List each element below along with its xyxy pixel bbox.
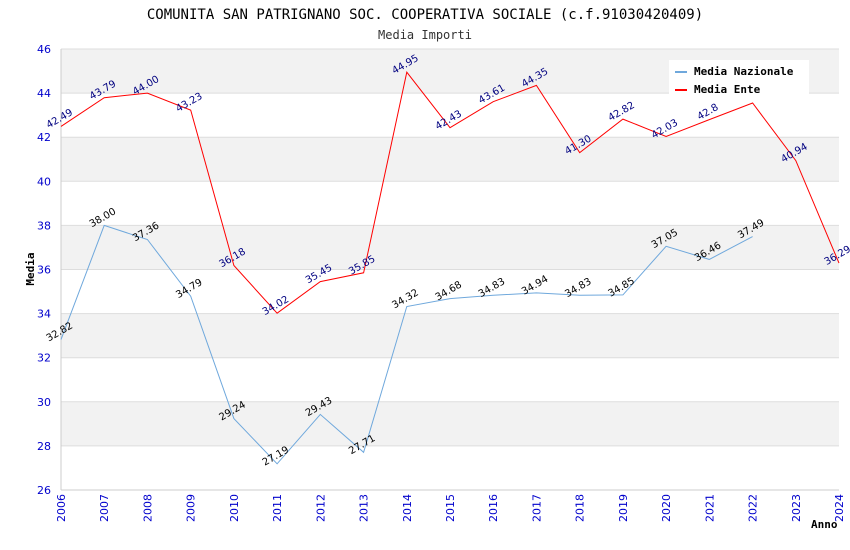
- plot-band: [61, 225, 839, 270]
- data-label-media-nazionale: 34.68: [434, 280, 464, 304]
- y-tick-label: 28: [37, 440, 51, 453]
- plot-band: [61, 137, 839, 182]
- data-label-media-nazionale: 34.83: [477, 276, 507, 300]
- x-tick-label: 2014: [401, 494, 414, 522]
- x-tick-labels: 2006 2007 2008 2009 2010 2011 2012 2013 2014 2015…: [55, 494, 846, 522]
- y-tick-label: 44: [37, 87, 51, 100]
- y-tick-label: 30: [37, 396, 51, 409]
- legend: Media Nazionale Media Ente: [669, 60, 809, 98]
- series-line-media-ente: [60, 71, 840, 314]
- x-tick-label: 2021: [703, 494, 716, 522]
- y-tick-label: 32: [37, 352, 51, 365]
- y-tick-label: 42: [37, 131, 51, 144]
- x-tick-label: 2013: [358, 494, 371, 522]
- legend-label-media-nazionale: Media Nazionale: [694, 65, 794, 78]
- grid-lines: [61, 48, 839, 491]
- legend-box: [669, 60, 809, 98]
- y-tick-label: 36: [37, 264, 51, 277]
- x-tick-label: 2019: [617, 494, 630, 522]
- x-tick-label: 2012: [314, 494, 327, 522]
- plot-bands: [61, 49, 839, 446]
- y-tick-label: 26: [37, 484, 51, 497]
- data-label-media-nazionale: 34.32: [390, 287, 420, 311]
- x-tick-label: 2015: [444, 494, 457, 522]
- series-line-media-nazionale: [60, 224, 753, 465]
- x-tick-label: 2016: [487, 494, 500, 522]
- y-tick-label: 46: [37, 43, 51, 56]
- x-tick-label: 2022: [747, 494, 760, 522]
- y-tick-label: 40: [37, 175, 51, 188]
- data-label-media-nazionale: 27.19: [261, 445, 291, 469]
- x-tick-label: 2011: [271, 494, 284, 522]
- plot-band: [61, 313, 839, 358]
- x-tick-label: 2009: [185, 494, 198, 522]
- x-axis-label: Anno: [811, 518, 838, 531]
- y-axis-label: Media: [24, 252, 37, 285]
- x-tick-label: 2024: [833, 494, 846, 522]
- data-label-media-ente: 43.23: [174, 91, 204, 115]
- x-tick-label: 2010: [228, 494, 241, 522]
- y-tick-label: 34: [37, 308, 51, 321]
- chart-title: COMUNITA SAN PATRIGNANO SOC. COOPERATIVA…: [147, 7, 703, 23]
- series-lines: [60, 71, 840, 465]
- y-tick-labels: 26 28 30 32 34 36 38 40 42 44 46: [37, 43, 51, 497]
- chart-subtitle: Media Importi: [378, 28, 472, 42]
- data-label-media-ente: 42.49: [45, 107, 75, 131]
- x-tick-label: 2020: [660, 494, 673, 522]
- plot-band: [61, 401, 839, 446]
- x-tick-label: 2006: [55, 494, 68, 522]
- data-label-media-nazionale: 34.83: [563, 276, 593, 300]
- x-tick-label: 2017: [530, 494, 543, 522]
- x-tick-label: 2018: [574, 494, 587, 522]
- x-tick-label: 2008: [141, 494, 154, 522]
- x-tick-label: 2007: [98, 494, 111, 522]
- data-label-media-nazionale: 34.85: [606, 276, 636, 300]
- data-label-media-nazionale: 34.94: [520, 274, 550, 298]
- legend-label-media-ente: Media Ente: [694, 83, 761, 96]
- y-tick-label: 38: [37, 219, 51, 232]
- x-tick-label: 2023: [790, 494, 803, 522]
- axes: [60, 49, 839, 491]
